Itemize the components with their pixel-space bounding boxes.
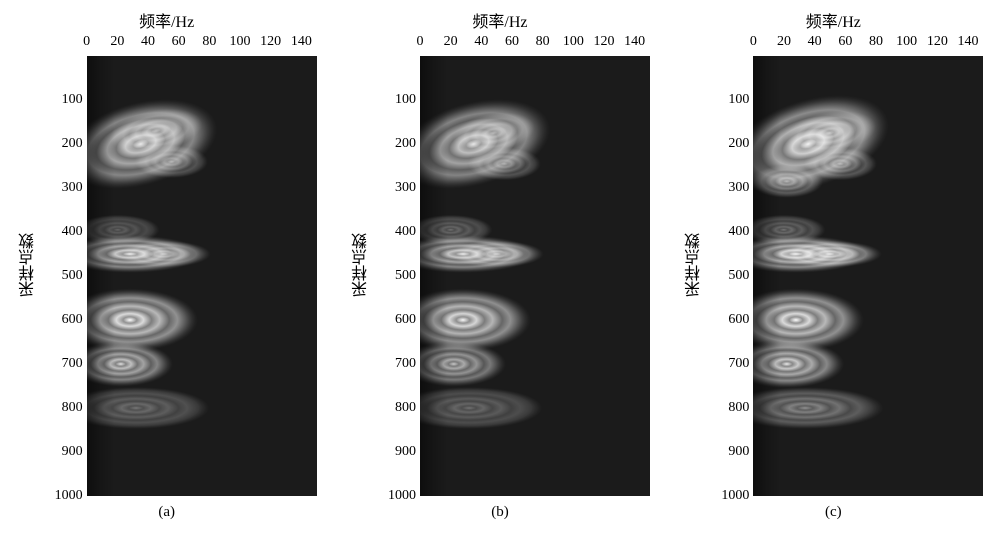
y-tick-label: 1000 xyxy=(388,488,416,504)
x-tick-label: 80 xyxy=(536,34,550,50)
axis-frame: 0 20 40 60 80 100 120 140 xyxy=(753,34,983,496)
y-axis-title: 采样点数 xyxy=(683,233,707,297)
x-tick-label: 20 xyxy=(777,34,791,50)
x-tick-label: 40 xyxy=(474,34,488,50)
y-tick-label: 200 xyxy=(62,136,83,152)
y-tick-label: 100 xyxy=(395,92,416,108)
spectrogram-plot xyxy=(87,56,317,496)
x-tick-label: 140 xyxy=(957,34,978,50)
y-tick-label: 300 xyxy=(62,180,83,196)
y-tick-label: 200 xyxy=(395,136,416,152)
x-tick-label: 80 xyxy=(202,34,216,50)
panel-caption: (c) xyxy=(825,504,842,521)
x-tick-label: 120 xyxy=(593,34,614,50)
y-tick-label: 400 xyxy=(62,224,83,240)
x-tick-label: 60 xyxy=(838,34,852,50)
x-tick-label: 0 xyxy=(416,34,423,50)
x-tick-label: 40 xyxy=(808,34,822,50)
x-axis-title: 频率/Hz xyxy=(806,8,861,32)
y-tick-label: 200 xyxy=(728,136,749,152)
y-tick-label: 900 xyxy=(395,444,416,460)
axis-frame: 020406080100120140 xyxy=(87,34,317,496)
y-tick-label: 900 xyxy=(62,444,83,460)
y-tick-label: 300 xyxy=(395,180,416,196)
y-tick-label: 600 xyxy=(395,312,416,328)
plot-row: 采样点数 1002003004005006007008009001000 020… xyxy=(17,34,317,496)
y-tick-label: 700 xyxy=(395,356,416,372)
x-tick-label: 0 xyxy=(750,34,757,50)
y-tick-label: 100 xyxy=(62,92,83,108)
y-ticks: 1002003004005006007008009001000 xyxy=(378,56,420,496)
x-tick-label: 20 xyxy=(110,34,124,50)
y-tick-label: 400 xyxy=(728,224,749,240)
y-ticks: 1002003004005006007008009001000 xyxy=(711,56,753,496)
x-tick-label: 120 xyxy=(260,34,281,50)
panel-c: 频率/Hz 采样点数 10020030040050060070080090010… xyxy=(683,8,983,521)
x-tick-label: 100 xyxy=(563,34,584,50)
x-tick-label: 80 xyxy=(869,34,883,50)
y-tick-label: 1000 xyxy=(721,488,749,504)
y-axis-title: 采样点数 xyxy=(17,233,41,297)
panel-caption: (b) xyxy=(491,504,509,521)
y-ticks: 1002003004005006007008009001000 xyxy=(45,56,87,496)
y-tick-label: 400 xyxy=(395,224,416,240)
panel-b: 频率/Hz 采样点数 10020030040050060070080090010… xyxy=(350,8,650,521)
x-ticks: 020406080100120140 xyxy=(420,34,650,56)
x-tick-label: 100 xyxy=(896,34,917,50)
plot-row: 采样点数 1002003004005006007008009001000 020… xyxy=(350,34,650,496)
y-tick-label: 800 xyxy=(728,400,749,416)
plot-row: 采样点数 1002003004005006007008009001000 020… xyxy=(683,34,983,496)
y-axis-title: 采样点数 xyxy=(350,233,374,297)
y-tick-label: 700 xyxy=(728,356,749,372)
x-tick-label: 40 xyxy=(141,34,155,50)
x-axis-title: 频率/Hz xyxy=(472,8,527,32)
spectrogram-plot xyxy=(420,56,650,496)
y-tick-label: 600 xyxy=(728,312,749,328)
x-tick-label: 140 xyxy=(624,34,645,50)
y-tick-label: 800 xyxy=(62,400,83,416)
panel-caption: (a) xyxy=(158,504,175,521)
y-tick-label: 700 xyxy=(62,356,83,372)
panel-a: 频率/Hz 采样点数 10020030040050060070080090010… xyxy=(17,8,317,521)
x-tick-label: 60 xyxy=(172,34,186,50)
y-tick-label: 800 xyxy=(395,400,416,416)
y-tick-label: 500 xyxy=(728,268,749,284)
x-tick-label: 0 xyxy=(83,34,90,50)
x-tick-label: 100 xyxy=(229,34,250,50)
x-ticks: 020406080100120140 xyxy=(87,34,317,56)
x-tick-label: 60 xyxy=(505,34,519,50)
y-tick-label: 500 xyxy=(395,268,416,284)
y-tick-label: 300 xyxy=(728,180,749,196)
x-ticks: 0 20 40 60 80 100 120 140 xyxy=(753,34,983,56)
y-tick-label: 100 xyxy=(728,92,749,108)
x-axis-title: 频率/Hz xyxy=(139,8,194,32)
x-tick-label: 20 xyxy=(444,34,458,50)
y-tick-label: 900 xyxy=(728,444,749,460)
spectrogram-plot xyxy=(753,56,983,496)
y-tick-label: 500 xyxy=(62,268,83,284)
y-tick-label: 600 xyxy=(62,312,83,328)
x-tick-label: 120 xyxy=(927,34,948,50)
x-tick-label: 140 xyxy=(291,34,312,50)
y-tick-label: 1000 xyxy=(55,488,83,504)
axis-frame: 020406080100120140 xyxy=(420,34,650,496)
